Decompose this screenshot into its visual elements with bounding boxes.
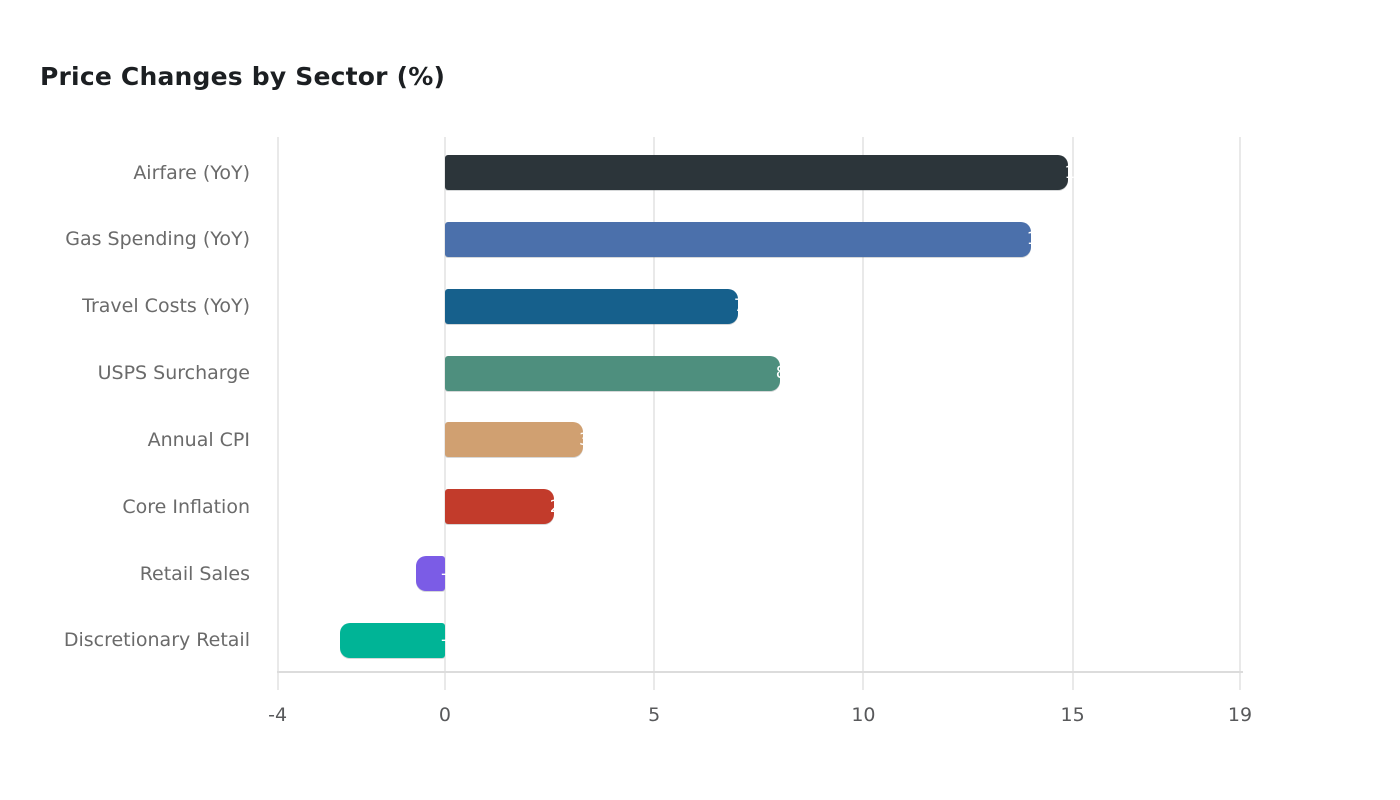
x-axis-line [276, 671, 1243, 673]
x-tick-label: 19 [1227, 704, 1253, 726]
bar [444, 155, 1069, 190]
bar-value-label: -0.7 [440, 563, 475, 584]
x-gridline [276, 137, 279, 690]
category-label: Travel Costs (YoY) [82, 295, 250, 318]
bar-value-label: 2.6 [549, 496, 577, 517]
category-label: Core Inflation [122, 495, 250, 518]
category-label: Airfare (YoY) [133, 161, 250, 184]
bar-value-label: 14.9 [1064, 162, 1103, 183]
x-gridline [862, 137, 865, 690]
category-label: Annual CPI [147, 428, 250, 451]
x-gridline [1071, 137, 1074, 690]
bar-value-label: 14.0 [1026, 229, 1065, 250]
bar [444, 288, 738, 324]
x-tick-label: 0 [438, 704, 452, 726]
category-label: Discretionary Retail [63, 629, 250, 652]
bar [444, 355, 780, 391]
x-gridline [1239, 137, 1241, 690]
x-tick-label: 5 [648, 704, 661, 726]
x-tick-label: 15 [1060, 704, 1085, 726]
bar-value-label: 8.0 [775, 363, 803, 384]
x-gridline [653, 137, 656, 690]
x-gridline [443, 137, 446, 690]
x-tick-label: -4 [268, 704, 288, 726]
bar-value-label: -2.5 [440, 630, 475, 651]
bar [415, 556, 445, 592]
bar-value-label: 7.0 [733, 296, 761, 317]
bar [340, 622, 445, 658]
chart-title: Price Changes by Sector (%) [40, 62, 446, 91]
category-label: Gas Spending (YoY) [65, 228, 250, 251]
x-tick-label: 10 [851, 704, 876, 726]
bar-value-label: 3.3 [579, 429, 607, 450]
bar [444, 221, 1031, 257]
bar [444, 422, 584, 458]
bar [444, 489, 554, 525]
category-label: Retail Sales [139, 562, 250, 585]
category-label: USPS Surcharge [97, 362, 250, 385]
